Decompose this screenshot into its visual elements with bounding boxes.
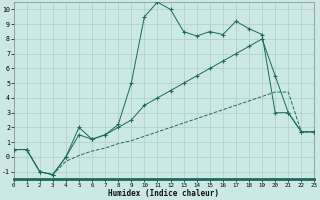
X-axis label: Humidex (Indice chaleur): Humidex (Indice chaleur) (108, 189, 220, 198)
